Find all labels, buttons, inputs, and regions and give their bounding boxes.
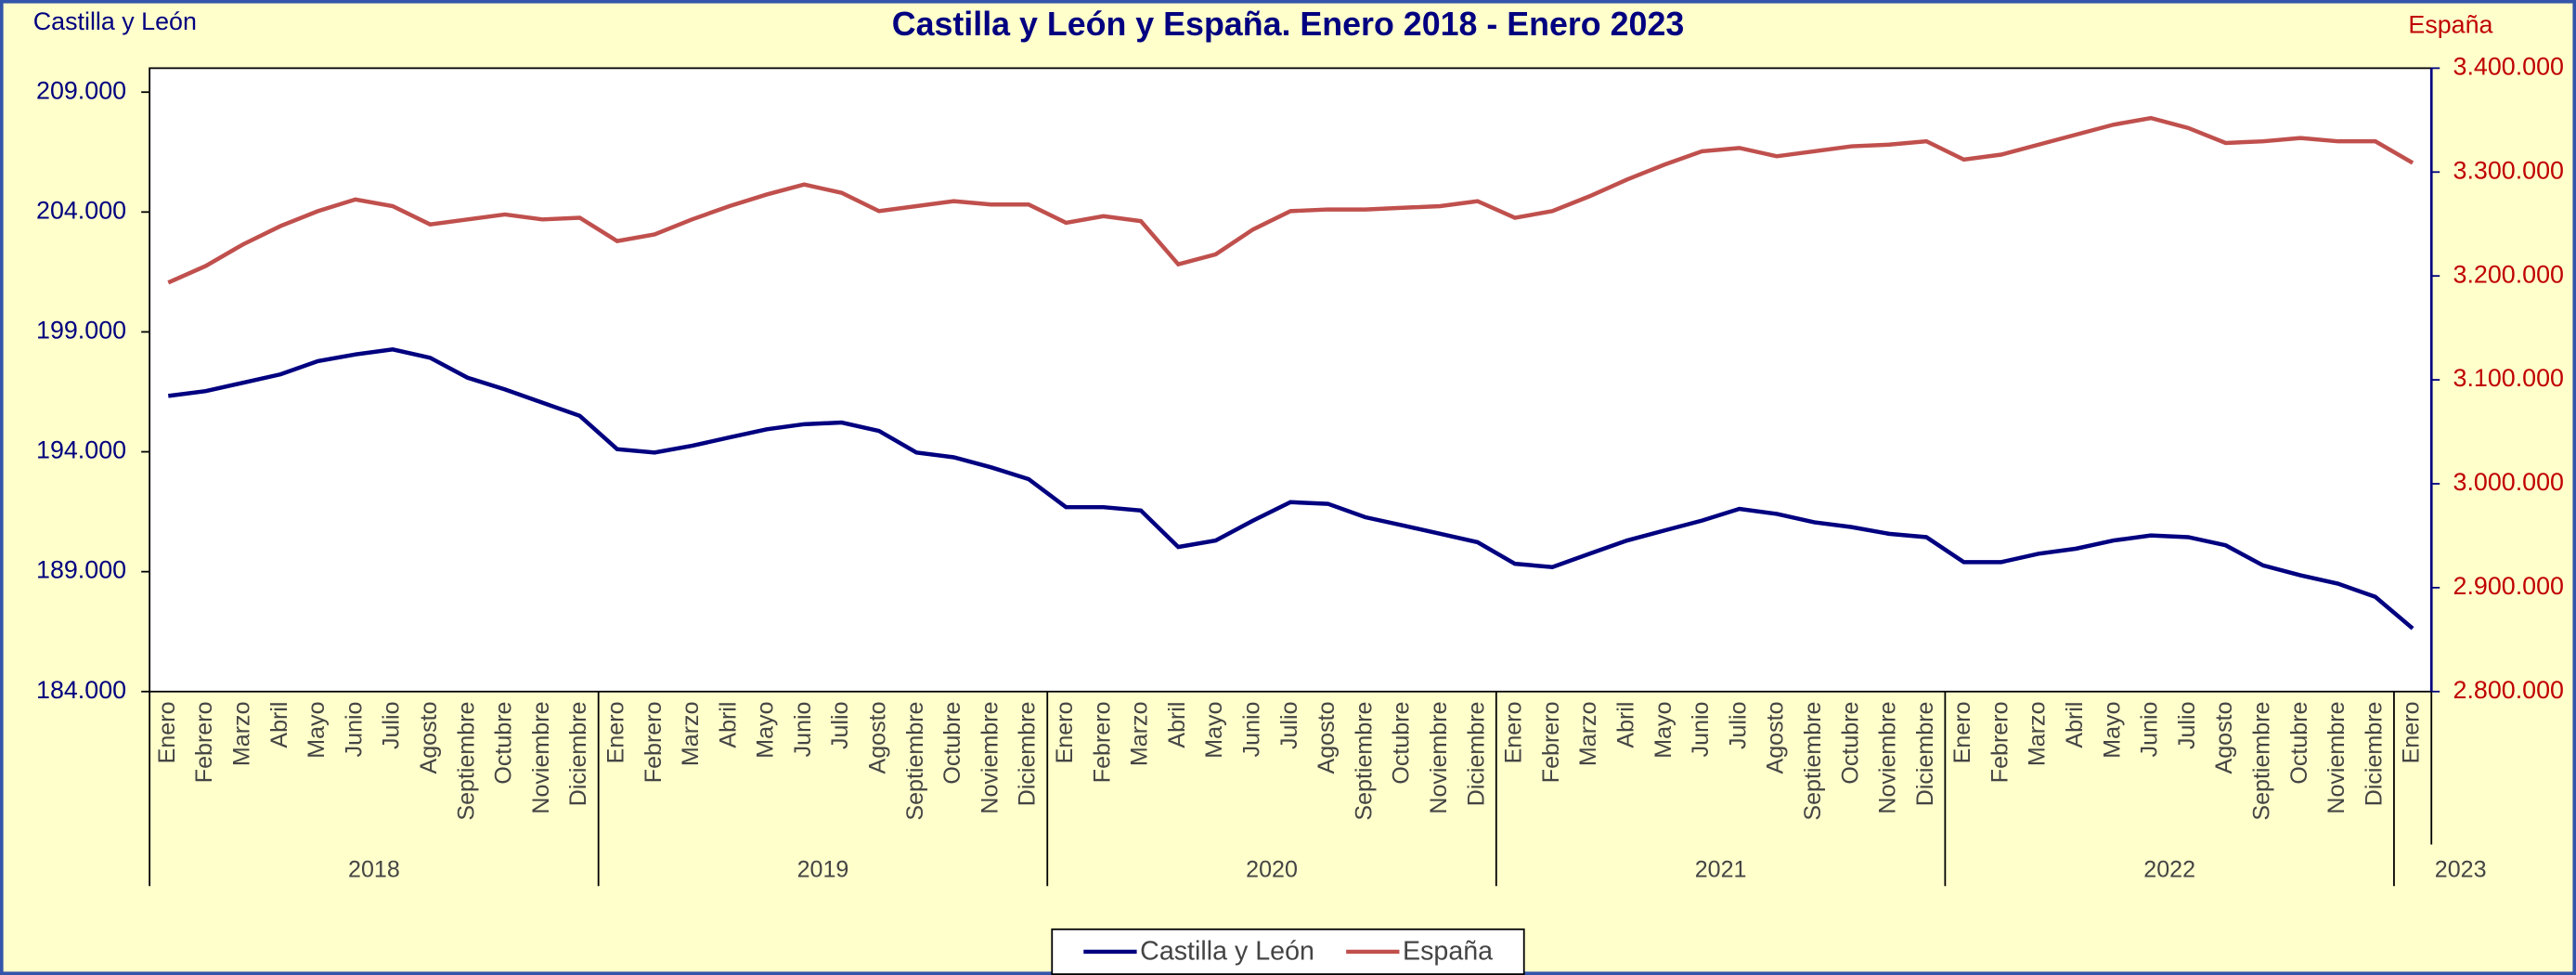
x-tick-label: Septiembre	[2249, 701, 2275, 820]
y-tick-label: 199.000	[36, 317, 126, 344]
y-tick-label: 184.000	[36, 676, 126, 704]
x-tick-label: Enero	[602, 701, 628, 763]
x-tick-label: Abril	[715, 701, 741, 748]
year-label: 2018	[348, 857, 400, 883]
y-tick-label: 209.000	[36, 76, 126, 104]
x-tick-label: Febrero	[1538, 701, 1564, 783]
chart-title: Castilla y León y España. Enero 2018 - E…	[892, 6, 1685, 43]
x-tick-label: Septiembre	[902, 701, 928, 820]
x-tick-label: Enero	[1052, 701, 1078, 763]
x-tick-label: Marzo	[2025, 701, 2051, 766]
y2-tick-label: 3.300.000	[2453, 156, 2564, 184]
x-tick-label: Febrero	[1987, 701, 2013, 783]
x-tick-label: Abril	[266, 701, 292, 748]
y2-tick-label: 3.200.000	[2453, 260, 2564, 288]
x-tick-label: Febrero	[1089, 701, 1115, 783]
series-line	[167, 347, 2414, 630]
x-tick-label: Mayo	[304, 701, 330, 758]
year-label: 2022	[2143, 857, 2195, 883]
x-tick-label: Enero	[1501, 701, 1527, 763]
x-tick-label: Febrero	[191, 701, 217, 783]
x-tick-label: Noviembre	[2324, 701, 2349, 813]
x-tick-label: Enero	[1949, 701, 1975, 763]
x-tick-label: Marzo	[1127, 701, 1153, 766]
x-tick-label: Abril	[1164, 701, 1190, 748]
x-tick-label: Marzo	[678, 701, 704, 766]
x-tick-label: Octubre	[1837, 701, 1863, 784]
x-tick-label: Febrero	[641, 701, 667, 783]
x-tick-label: Noviembre	[1426, 701, 1452, 813]
y2-tick-label: 2.900.000	[2453, 572, 2564, 600]
x-tick-label: Agosto	[416, 701, 442, 774]
x-tick-label: Junio	[2137, 701, 2163, 757]
x-tick-label: Noviembre	[528, 701, 554, 813]
year-label: 2023	[2435, 857, 2487, 883]
y2-tick-label: 3.400.000	[2453, 52, 2564, 80]
x-tick-label: Junio	[341, 701, 367, 757]
x-tick-label: Marzo	[1575, 701, 1601, 766]
y-axis-label: Castilla y León	[33, 7, 197, 35]
x-tick-label: Junio	[790, 701, 816, 757]
year-label: 2021	[1695, 857, 1747, 883]
x-tick-label: Marzo	[228, 701, 254, 766]
x-tick-label: Octubre	[939, 701, 965, 784]
x-tick-label: Julio	[1276, 701, 1302, 749]
x-tick-label: Diciembre	[1912, 701, 1938, 806]
legend-label: Castilla y León	[1140, 936, 1314, 966]
x-tick-label: Noviembre	[977, 701, 1003, 813]
series-line	[167, 115, 2414, 285]
x-tick-label: Julio	[379, 701, 405, 749]
x-tick-label: Diciembre	[1463, 701, 1489, 806]
x-tick-label: Mayo	[1201, 701, 1227, 758]
x-tick-label: Junio	[1688, 701, 1714, 757]
x-tick-label: Enero	[2399, 701, 2425, 763]
year-label: 2020	[1246, 857, 1298, 883]
x-tick-label: Octubre	[2286, 701, 2312, 784]
x-tick-label: Septiembre	[1800, 701, 1826, 820]
x-tick-label: Mayo	[753, 701, 779, 758]
x-tick-label: Julio	[1725, 701, 1751, 749]
x-tick-label: Octubre	[1389, 701, 1415, 784]
x-tick-label: Noviembre	[1875, 701, 1901, 813]
legend-label: España	[1403, 936, 1493, 966]
y-tick-label: 194.000	[36, 436, 126, 464]
x-tick-label: Abril	[2062, 701, 2088, 748]
y-tick-label: 189.000	[36, 556, 126, 584]
x-tick-label: Septiembre	[1351, 701, 1377, 820]
y2-axis-label: España	[2408, 11, 2492, 39]
x-tick-label: Agosto	[1763, 701, 1789, 774]
x-tick-label: Agosto	[1314, 701, 1340, 774]
x-tick-label: Octubre	[491, 701, 517, 784]
x-tick-label: Mayo	[2099, 701, 2125, 758]
x-tick-label: Diciembre	[565, 701, 591, 806]
x-tick-label: Junio	[1239, 701, 1265, 757]
x-tick-label: Julio	[2174, 701, 2200, 749]
y2-tick-label: 3.000.000	[2453, 468, 2564, 496]
y-tick-label: 204.000	[36, 196, 126, 224]
plot-area	[149, 67, 2433, 693]
x-tick-label: Agosto	[865, 701, 891, 774]
x-tick-label: Diciembre	[1015, 701, 1041, 806]
year-label: 2019	[797, 857, 849, 883]
x-tick-label: Septiembre	[453, 701, 479, 820]
x-tick-label: Julio	[827, 701, 853, 749]
x-tick-label: Mayo	[1650, 701, 1676, 758]
y2-tick-label: 2.800.000	[2453, 676, 2564, 704]
x-tick-label: Enero	[154, 701, 180, 763]
x-tick-label: Diciembre	[2361, 701, 2387, 806]
y2-tick-label: 3.100.000	[2453, 364, 2564, 392]
x-tick-label: Abril	[1612, 701, 1638, 748]
x-tick-label: Agosto	[2211, 701, 2237, 774]
